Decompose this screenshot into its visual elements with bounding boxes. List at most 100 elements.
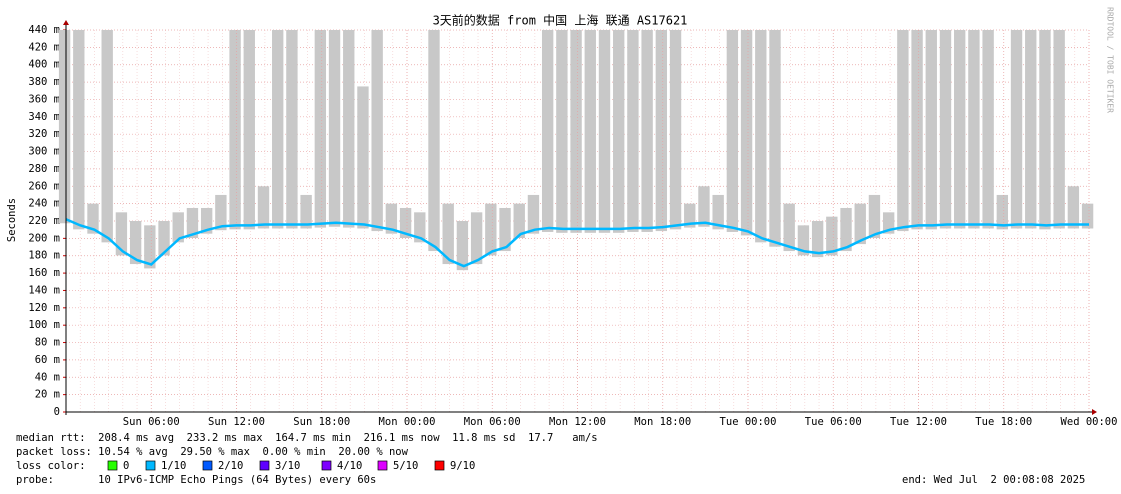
- y-tick-label: 360 m: [28, 93, 60, 105]
- y-tick-label: 420 m: [28, 41, 60, 53]
- legend-label: 4/10: [337, 460, 362, 472]
- legend-label: 1/10: [161, 460, 186, 472]
- legend-label: 2/10: [218, 460, 243, 472]
- footer-loss-color: loss color:: [16, 460, 86, 472]
- smoke-bar: [527, 194, 540, 234]
- smoke-bar: [101, 30, 113, 243]
- smoke-bar: [158, 221, 170, 256]
- smoke-bar: [328, 30, 341, 227]
- smoke-bar: [129, 221, 142, 265]
- smoke-bar: [1067, 186, 1080, 229]
- y-tick-label: 440 m: [28, 24, 60, 36]
- smoke-bar: [243, 30, 255, 230]
- smoke-bar: [87, 203, 99, 234]
- smoke-bar: [755, 30, 767, 243]
- legend-swatch: [377, 460, 388, 471]
- footer-loss: packet loss: 10.54 % avg 29.50 % max 0.0…: [16, 446, 409, 458]
- x-tick-label: Mon 18:00: [634, 416, 691, 428]
- smoke-bar: [485, 203, 497, 256]
- smoke-bar: [868, 194, 881, 239]
- x-tick-label: Tue 18:00: [975, 416, 1032, 428]
- x-tick-label: Mon 06:00: [464, 416, 521, 428]
- y-tick-label: 340 m: [28, 111, 60, 123]
- legend-label: 3/10: [275, 460, 300, 472]
- smoke-bar: [854, 203, 866, 245]
- smoke-bar: [1081, 203, 1094, 229]
- y-tick-label: 320 m: [28, 128, 60, 140]
- smoke-bar: [769, 30, 781, 247]
- smoke-bar: [669, 30, 682, 230]
- smoke-bar: [698, 186, 710, 227]
- y-tick-label: 120 m: [28, 302, 60, 314]
- smoke-bar: [911, 30, 923, 230]
- legend-label: 0: [123, 460, 129, 472]
- median-line: [65, 218, 1089, 268]
- smoke-bar: [286, 30, 298, 229]
- smoke-bar: [1053, 30, 1065, 229]
- x-tick-label: Wed 00:00: [1061, 416, 1118, 428]
- smoke-bar: [613, 30, 625, 233]
- legend-swatch: [259, 460, 270, 471]
- smoke-bar: [797, 225, 810, 256]
- smoke-bar: [513, 203, 525, 239]
- smoke-bar: [982, 30, 994, 229]
- smoke-bar: [712, 194, 724, 230]
- legend-label: 5/10: [393, 460, 418, 472]
- smoke-bar: [58, 30, 71, 224]
- smoke-bar: [442, 203, 454, 265]
- smoke-bar: [272, 30, 284, 229]
- x-tick-label: Sun 06:00: [123, 416, 180, 428]
- smoke-bar: [925, 30, 937, 230]
- y-axis-label: Seconds: [6, 198, 18, 242]
- smoke-bar: [996, 194, 1009, 230]
- y-tick-label: 80 m: [35, 337, 60, 349]
- legend-label: 9/10: [450, 460, 475, 472]
- smoke-bar: [840, 207, 852, 252]
- smoke-bar: [740, 30, 753, 236]
- axis-arrow: [63, 20, 69, 25]
- smoke-bar: [641, 30, 653, 232]
- smoke-bar: [414, 212, 426, 243]
- smoke-bar: [73, 30, 85, 230]
- smoke-bar: [684, 203, 696, 228]
- legend-swatch: [107, 460, 118, 471]
- smoke-bar: [1039, 30, 1051, 230]
- y-tick-label: 220 m: [28, 215, 60, 227]
- x-tick-label: Mon 00:00: [379, 416, 436, 428]
- y-tick-label: 0: [54, 406, 60, 418]
- y-tick-label: 180 m: [28, 250, 60, 262]
- y-tick-label: 240 m: [28, 198, 60, 210]
- y-tick-label: 60 m: [35, 354, 60, 366]
- legend-swatch: [434, 460, 445, 471]
- smoke-bar: [257, 186, 270, 229]
- smoke-bar: [300, 194, 312, 229]
- chart-title: 3天前的数据 from 中国 上海 联通 AS17621: [433, 13, 688, 28]
- smoke-bar: [1010, 30, 1023, 229]
- smoke-bar: [200, 207, 213, 234]
- smoke-bar: [627, 30, 639, 232]
- smoke-bar: [939, 30, 952, 229]
- smoke-bar: [1025, 30, 1037, 229]
- x-tick-label: Tue 12:00: [890, 416, 947, 428]
- y-tick-label: 280 m: [28, 163, 60, 175]
- y-tick-label: 380 m: [28, 76, 60, 88]
- smoke-bar: [357, 86, 369, 229]
- smoke-bar: [343, 30, 355, 228]
- side-text: RRDTOOL / TOBI OETIKER: [1106, 7, 1115, 113]
- axis-arrow: [1092, 409, 1097, 415]
- smoke-bar: [897, 30, 909, 232]
- smoke-bar: [215, 194, 227, 231]
- x-tick-label: Mon 12:00: [549, 416, 606, 428]
- smoke-bar: [399, 207, 412, 239]
- smoke-bar: [172, 212, 184, 243]
- smoke-bar: [470, 212, 483, 265]
- smoke-bar: [371, 30, 383, 232]
- smoke-bar: [954, 30, 966, 229]
- y-tick-label: 20 m: [35, 389, 60, 401]
- smoke-bar: [314, 30, 327, 228]
- smoke-bar: [968, 30, 980, 229]
- footer-end: end: Wed Jul 2 00:08:08 2025: [902, 474, 1085, 486]
- smoke-bar: [783, 203, 795, 252]
- y-tick-label: 400 m: [28, 59, 60, 71]
